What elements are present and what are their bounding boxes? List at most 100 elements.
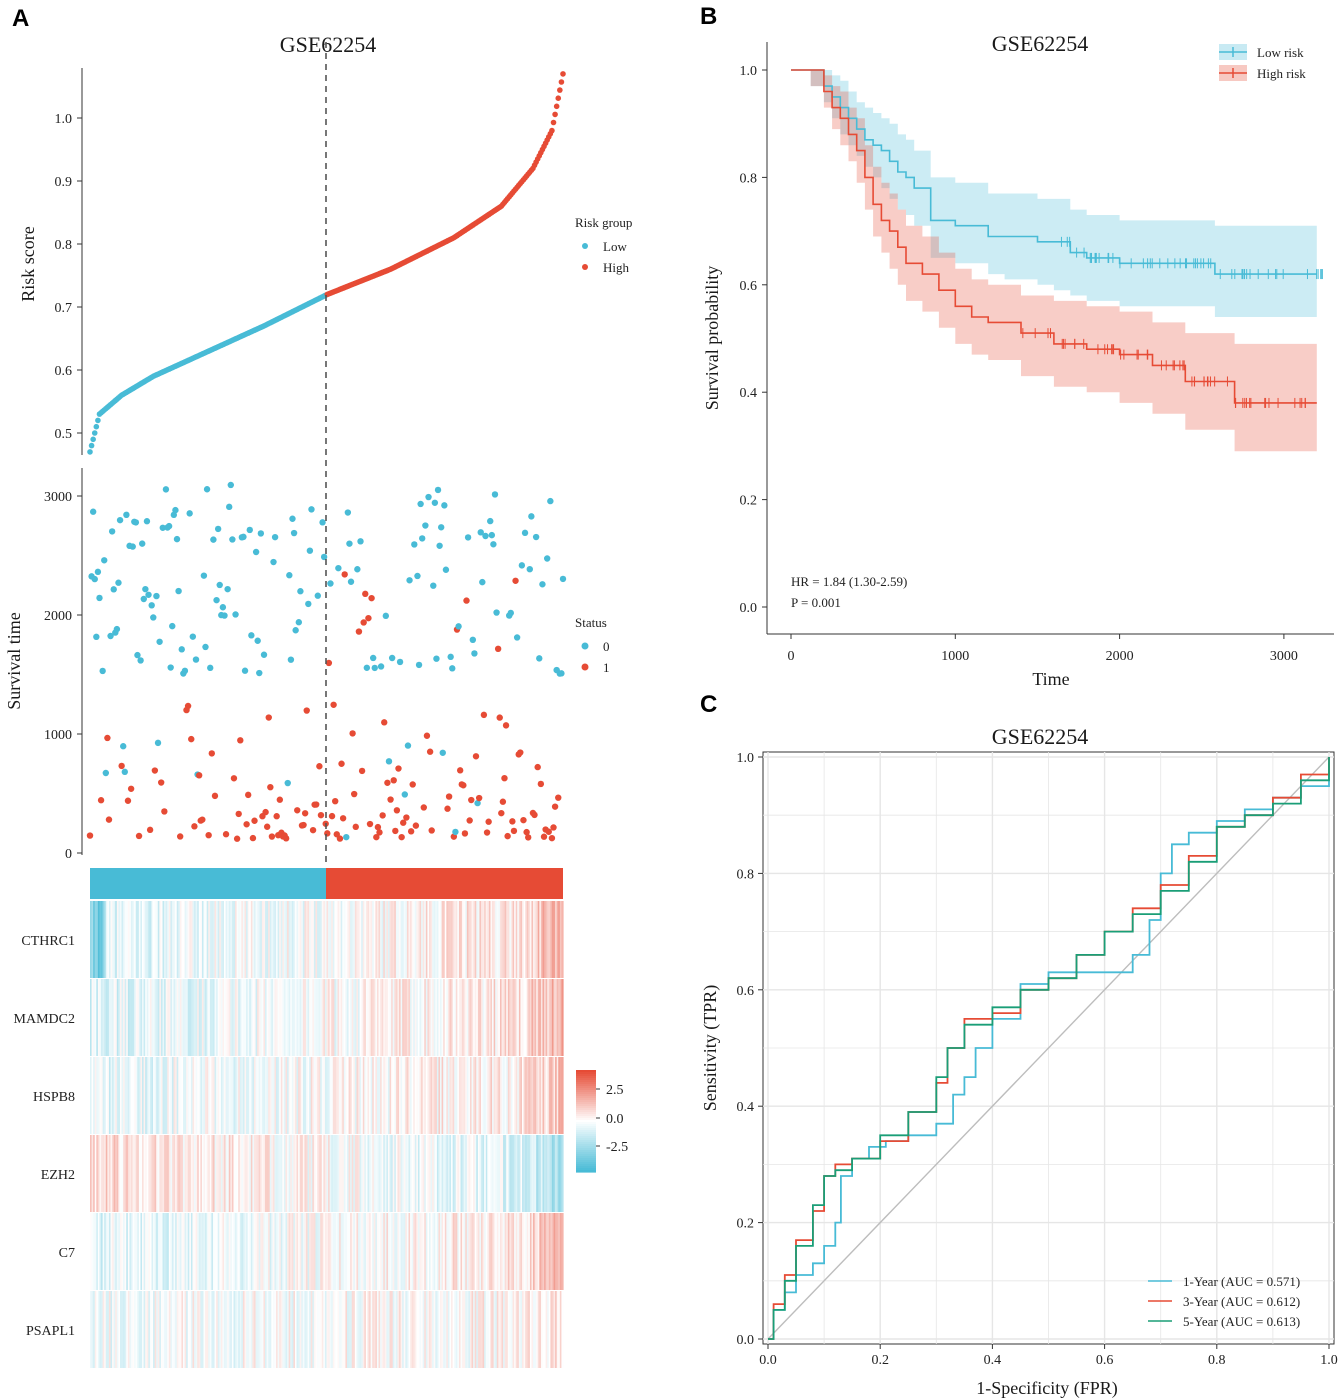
- heatmap-cell: [499, 901, 503, 978]
- heatmap-cell: [165, 1135, 168, 1212]
- heatmap-cell: [356, 1291, 359, 1368]
- heatmap-cell: [280, 1057, 283, 1134]
- heatmap-cell: [539, 1057, 542, 1134]
- heatmap-cell: [302, 1135, 306, 1212]
- heatmap-cell: [167, 1291, 170, 1368]
- survival-point: [102, 769, 110, 777]
- heatmap-cell: [427, 1057, 430, 1134]
- heatmap-cell: [186, 1135, 189, 1212]
- heatmap-cell: [129, 1291, 132, 1368]
- heatmap-cell: [195, 1135, 198, 1212]
- heatmap-cell: [402, 1213, 405, 1290]
- heatmap-cell: [118, 1135, 121, 1212]
- heatmap-cell: [389, 1057, 392, 1134]
- colorbar-segment: [576, 1154, 596, 1157]
- colorbar-tick-label: 0.0: [606, 1112, 624, 1127]
- heatmap-cell: [277, 1213, 280, 1290]
- heatmap-cell: [236, 1213, 239, 1290]
- gene-label: EZH2: [41, 1168, 75, 1183]
- colorbar-segment: [576, 1124, 596, 1127]
- heatmap-cell: [320, 1057, 323, 1134]
- heatmap-cell: [115, 1213, 118, 1290]
- survival-point: [139, 540, 146, 547]
- survival-point: [265, 714, 272, 721]
- survival-point: [349, 730, 356, 737]
- heatmap-cell: [315, 1291, 318, 1368]
- heatmap-cell: [99, 901, 102, 978]
- heatmap-cell: [403, 979, 406, 1056]
- km-y-tick-label: 0.8: [740, 171, 758, 186]
- heatmap-cell: [148, 1135, 151, 1212]
- heatmap-cell: [332, 901, 335, 978]
- heatmap-cell: [345, 901, 348, 978]
- gene-label: PSAPL1: [26, 1324, 75, 1339]
- survival-point: [374, 823, 382, 831]
- heatmap-cell: [376, 1057, 380, 1134]
- heatmap-cell: [503, 1057, 506, 1134]
- heatmap-cell: [309, 1291, 312, 1368]
- heatmap-cell: [397, 1291, 400, 1368]
- heatmap-cell: [253, 1057, 257, 1134]
- survival-point: [115, 579, 122, 586]
- survival-point: [461, 830, 469, 837]
- heatmap-cell: [492, 1057, 495, 1134]
- heatmap-cell: [285, 1291, 288, 1368]
- heatmap-cell: [187, 1213, 190, 1290]
- heatmap-cell: [290, 1213, 293, 1290]
- heatmap-cell: [391, 1291, 394, 1368]
- heatmap-cell: [451, 901, 454, 978]
- heatmap-cell: [194, 1213, 197, 1290]
- survival-point: [471, 650, 478, 657]
- heatmap-cell: [403, 1057, 406, 1134]
- heatmap-cell: [252, 1213, 255, 1290]
- heatmap-cell: [108, 979, 112, 1056]
- heatmap-cell: [260, 1135, 263, 1212]
- heatmap-cell: [542, 1291, 545, 1368]
- heatmap-cell: [288, 901, 291, 978]
- heatmap-cell: [142, 979, 145, 1056]
- heatmap-cell: [375, 979, 378, 1056]
- heatmap-cell: [135, 1291, 138, 1368]
- heatmap-cell: [394, 1057, 397, 1134]
- survival-point: [357, 538, 364, 545]
- colorbar-segment: [576, 1114, 596, 1117]
- survival-point: [295, 619, 303, 626]
- heatmap-cell: [479, 1057, 482, 1134]
- heatmap-cell: [159, 979, 162, 1056]
- heatmap-cell: [282, 1135, 285, 1212]
- heatmap-cell: [252, 1291, 255, 1368]
- heatmap-cell: [107, 1135, 110, 1212]
- survival-point: [222, 831, 230, 838]
- heatmap-cell: [228, 979, 231, 1056]
- heatmap-cell: [515, 979, 518, 1056]
- heatmap-cell: [313, 1057, 317, 1134]
- heatmap-cell: [484, 1057, 487, 1134]
- heatmap-cell: [231, 1213, 235, 1290]
- heatmap-cell: [548, 1291, 551, 1368]
- heatmap-cell: [353, 1213, 356, 1290]
- heatmap-cell: [523, 1213, 526, 1290]
- heatmap-cell: [528, 1057, 531, 1134]
- heatmap-cell: [126, 901, 129, 978]
- heatmap-cell: [285, 1213, 288, 1290]
- heatmap-cell: [484, 1291, 487, 1368]
- survival-point: [200, 572, 208, 579]
- heatmap-cell: [321, 979, 324, 1056]
- heatmap-cell: [178, 1291, 181, 1368]
- heatmap-cell: [274, 1213, 277, 1290]
- heatmap-cell: [359, 901, 362, 978]
- heatmap-cell: [522, 1135, 525, 1212]
- heatmap-cell: [268, 979, 271, 1056]
- roc-x-tick-label: 0.6: [1096, 1353, 1114, 1368]
- heatmap-cell: [342, 1213, 345, 1290]
- heatmap-cell: [263, 1057, 266, 1134]
- heatmap-cell: [533, 1291, 536, 1368]
- heatmap-cell: [438, 1213, 441, 1290]
- heatmap-cell: [238, 1057, 241, 1134]
- heatmap-cell: [422, 1057, 425, 1134]
- roc-y-tick-label: 0.0: [737, 1333, 755, 1348]
- heatmap-cell: [416, 979, 419, 1056]
- survival-point: [491, 491, 499, 498]
- heatmap-cell: [335, 1213, 339, 1290]
